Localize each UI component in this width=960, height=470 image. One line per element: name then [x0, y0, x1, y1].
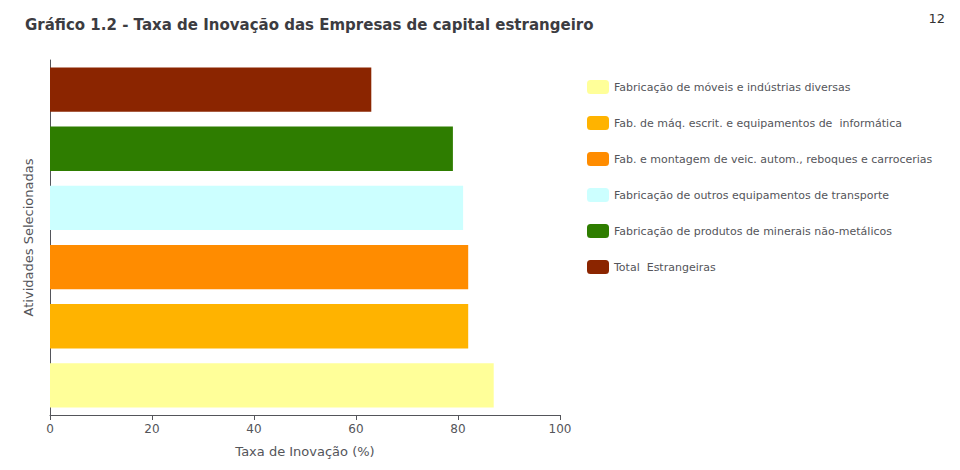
svg-text:40: 40 [246, 422, 261, 436]
svg-text:Taxa de Inovação (%): Taxa de Inovação (%) [234, 444, 374, 459]
svg-text:Fab. e montagem de veic. autom: Fab. e montagem de veic. autom., reboque… [614, 153, 933, 166]
svg-text:60: 60 [348, 422, 363, 436]
svg-text:Atividades Selecionadas: Atividades Selecionadas [21, 158, 36, 316]
svg-text:Fab. de máq. escrit. e equipam: Fab. de máq. escrit. e equipamentos de i… [614, 117, 902, 130]
svg-text:20: 20 [144, 422, 159, 436]
svg-text:Fabricação de produtos de mine: Fabricação de produtos de minerais não-m… [614, 225, 892, 238]
svg-text:80: 80 [450, 422, 465, 436]
svg-text:Fabricação de móveis e indústr: Fabricação de móveis e indústrias divers… [614, 81, 851, 94]
svg-text:Gráfico 1.2 - Taxa de Inovação: Gráfico 1.2 - Taxa de Inovação das Empre… [25, 16, 594, 34]
svg-text:Total Estrangeiras: Total Estrangeiras [613, 261, 716, 274]
svg-text:0: 0 [46, 422, 54, 436]
svg-text:Fabricação de outros equipamen: Fabricação de outros equipamentos de tra… [614, 189, 889, 202]
svg-text:12: 12 [928, 11, 945, 26]
svg-text:100: 100 [549, 422, 572, 436]
